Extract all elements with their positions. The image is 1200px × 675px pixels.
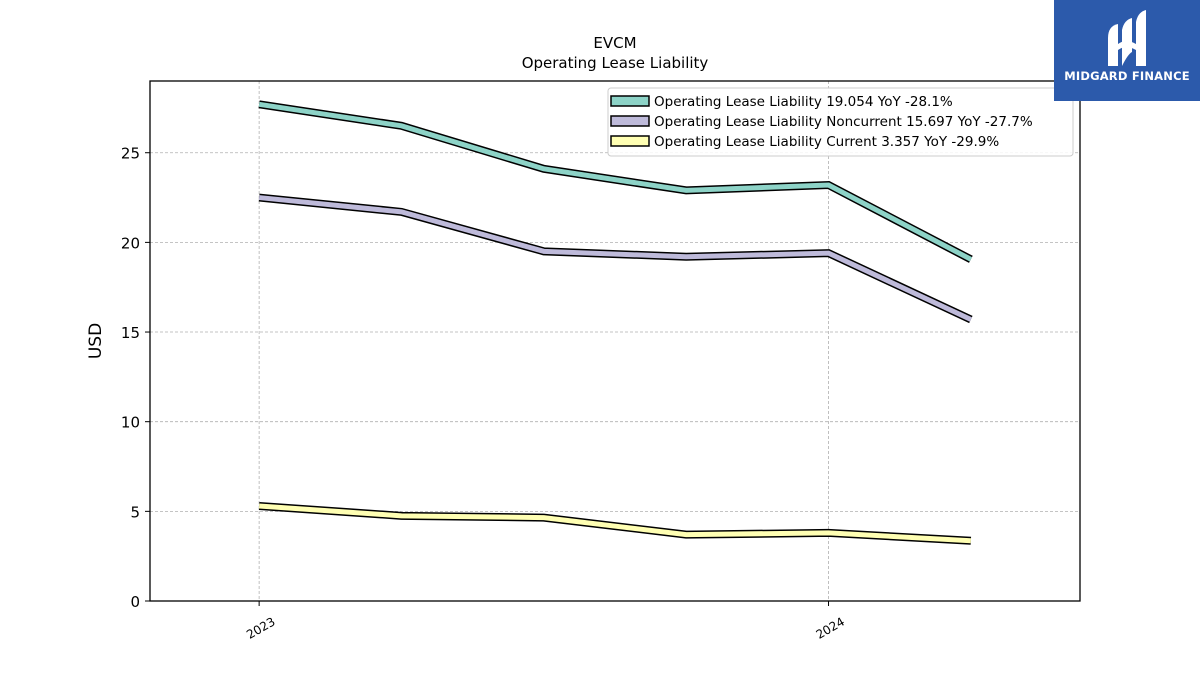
legend-label: Operating Lease Liability Current 3.357 … (654, 134, 999, 150)
legend-item: Operating Lease Liability 19.054 YoY -28… (610, 94, 953, 110)
legend: Operating Lease Liability 19.054 YoY -28… (607, 87, 1074, 157)
brand-name: MIDGARD FINANCE (1064, 69, 1190, 83)
series-line-outline (258, 193, 973, 324)
legend-label: Operating Lease Liability 19.054 YoY -28… (654, 94, 953, 110)
series-line (258, 503, 972, 544)
series-2 (258, 193, 973, 324)
brand-logo: MIDGARD FINANCE (1054, 0, 1200, 101)
chart-title: EVCM (593, 34, 636, 52)
legend-item: Operating Lease Liability Noncurrent 15.… (610, 114, 1033, 130)
y-tick-label: 10 (121, 414, 140, 432)
y-tick-label: 5 (130, 503, 140, 521)
x-axis: 2023 2024 (244, 601, 847, 642)
legend-box (607, 87, 1074, 157)
midgard-logo-icon (1108, 10, 1146, 66)
y-tick-label: 25 (121, 145, 140, 163)
x-tick-label: 2023 (244, 614, 277, 641)
series-3 (258, 501, 972, 545)
plot-frame (149, 80, 1081, 602)
series-1 (258, 100, 973, 263)
legend-swatch (610, 135, 650, 147)
y-tick-label: 0 (130, 593, 140, 611)
legend-swatch (610, 95, 650, 107)
series-layer (258, 100, 973, 545)
x-tick-label: 2024 (814, 614, 847, 641)
series-line (258, 195, 972, 322)
chart-subtitle: Operating Lease Liability (522, 54, 709, 72)
y-axis-label: USD (86, 323, 106, 359)
y-tick-label: 15 (121, 324, 140, 342)
series-line (258, 101, 973, 262)
y-axis: 0 5 10 15 20 25 (121, 145, 150, 611)
y-tick-label: 20 (121, 234, 140, 252)
legend-label: Operating Lease Liability Noncurrent 15.… (654, 114, 1033, 130)
legend-swatch (610, 115, 650, 127)
legend-item: Operating Lease Liability Current 3.357 … (610, 134, 999, 150)
